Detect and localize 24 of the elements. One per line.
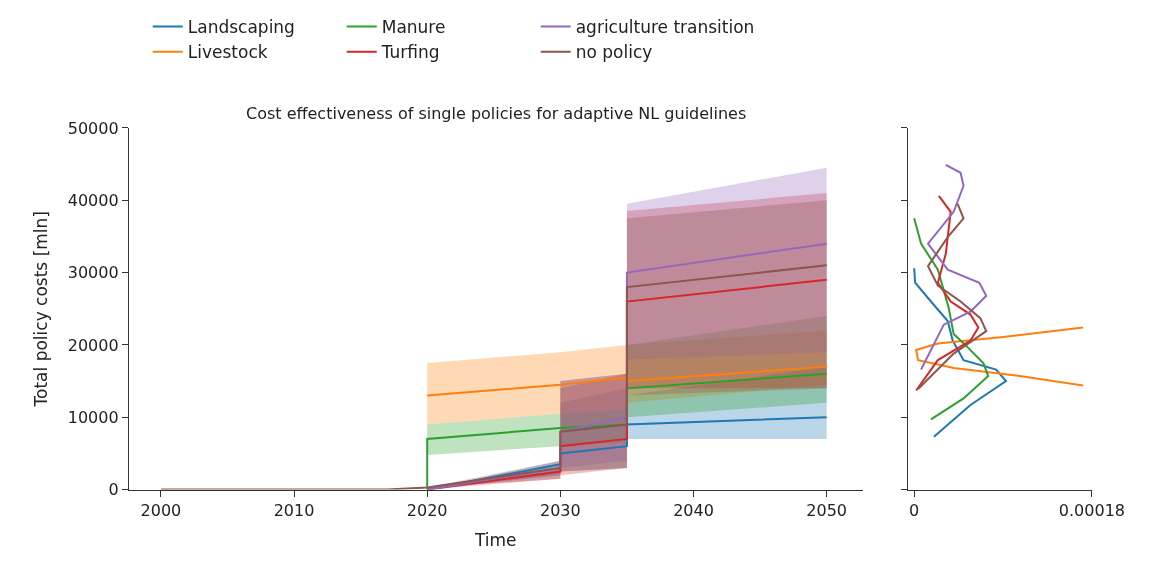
chart-title: Cost effectiveness of single policies for adaptive NL guidelines (246, 104, 747, 123)
legend-label: Landscaping (187, 17, 295, 38)
legend-label: no policy (575, 42, 653, 63)
x-tick-label: 0.00018 (1058, 500, 1126, 520)
legend-label: Turfing (380, 42, 440, 63)
x-tick-label: 2050 (806, 500, 847, 520)
x-tick-label: 2000 (140, 500, 182, 520)
x-tick-label: 2020 (406, 500, 448, 520)
line-series (426, 365, 828, 397)
legend-label: agriculture transition (575, 17, 755, 38)
y-tick-label: 40000 (67, 190, 119, 210)
x-tick-label: 2030 (539, 500, 581, 520)
x-tick-label: 2040 (673, 500, 714, 520)
legend-label: Manure (381, 17, 446, 38)
x-axis-title: Time (473, 530, 517, 551)
x-tick-label: 2010 (273, 500, 315, 520)
legend-label: Livestock (187, 42, 268, 63)
y-tick-label: 0 (108, 480, 119, 500)
y-tick-label: 20000 (67, 335, 119, 355)
y-axis-title: Total policy costs [mln] (31, 211, 52, 408)
y-tick-label: 10000 (67, 407, 119, 427)
y-tick-label: 30000 (67, 263, 119, 283)
y-tick-label: 50000 (67, 118, 119, 138)
x-tick-label: 0 (909, 500, 920, 520)
